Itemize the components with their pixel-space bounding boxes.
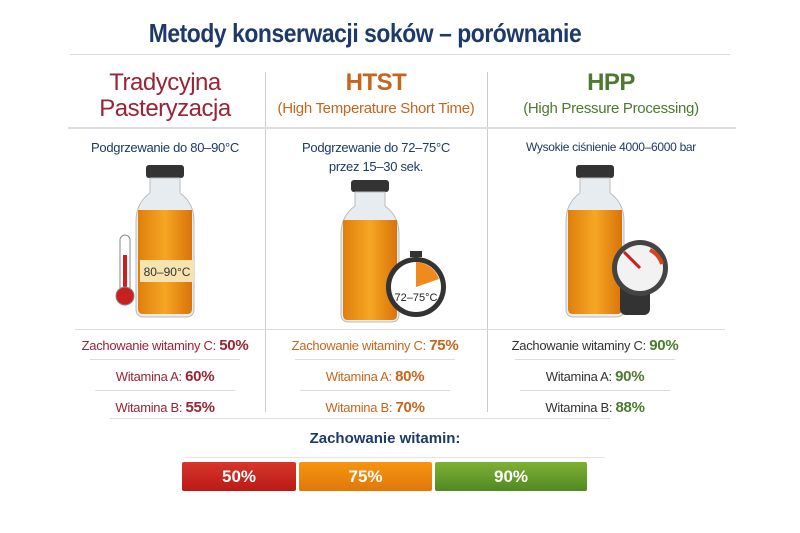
thermometer-icon: [115, 234, 135, 306]
row-divider: [90, 359, 240, 360]
row-divider: [520, 390, 670, 391]
row-divider: [295, 359, 455, 360]
vitamin-c-row: Zachowanie witaminy C: 90%: [495, 337, 695, 354]
summary-bar-traditional: 50%: [182, 462, 296, 491]
bottle-label: 80–90°C: [144, 265, 191, 279]
vitamin-label: Zachowanie witaminy C:: [511, 338, 647, 353]
desc-line: przez 15–30 sek.: [328, 159, 424, 174]
desc-line: Podgrzewanie do 72–75°C: [302, 140, 450, 155]
vitamin-label: Witamina A:: [545, 369, 612, 384]
bottle-label: 72–75°C: [395, 292, 438, 304]
vitamin-label: Witamina B:: [545, 400, 613, 415]
juice-bottle-traditional: 80–90°C: [115, 165, 195, 318]
vitamin-b-row: Witamina B: 88%: [495, 399, 695, 416]
vitamin-value: 75%: [429, 337, 459, 354]
section-divider: [110, 418, 610, 419]
vitamin-value: 55%: [185, 399, 215, 416]
summary-bar-htst: 75%: [299, 462, 432, 491]
vitamin-label: Zachowanie witaminy C:: [81, 338, 217, 353]
method-desc: Podgrzewanie do 80–90°C: [91, 140, 239, 155]
vitamin-value: 90%: [649, 337, 679, 354]
vitamin-value: 50%: [219, 337, 249, 354]
vitamin-a-row: Witamina A: 90%: [495, 368, 695, 385]
method-subtitle: (High Pressure Processing): [523, 100, 699, 117]
vitamin-label: Witamina B:: [325, 400, 393, 415]
row-divider: [95, 390, 235, 391]
row-divider: [300, 390, 450, 391]
divider: [70, 54, 730, 55]
method-desc: Podgrzewanie do 72–75°C przez 15–30 sek.: [265, 138, 487, 176]
method-name: HTST: [345, 69, 407, 96]
vitamins-htst: Zachowanie witaminy C: 75% Witamina A: 8…: [275, 337, 475, 416]
pressure-gauge-icon: [612, 240, 668, 315]
vitamin-b-row: Witamina B: 70%: [275, 399, 475, 416]
stopwatch-icon: [386, 251, 446, 317]
section-divider: [75, 329, 725, 330]
column-divider: [487, 72, 488, 412]
header-divider: [68, 127, 736, 129]
method-hpp-header: HPP (High Pressure Processing): [487, 69, 735, 118]
vitamins-hpp: Zachowanie witaminy C: 90% Witamina A: 9…: [495, 337, 695, 416]
vitamin-c-row: Zachowanie witaminy C: 50%: [70, 337, 260, 354]
vitamin-label: Witamina B:: [115, 400, 183, 415]
method-subtitle: (High Temperature Short Time): [277, 100, 475, 117]
vitamin-a-row: Witamina A: 60%: [70, 368, 260, 385]
vitamin-value: 70%: [395, 399, 425, 416]
vitamin-b-row: Witamina B: 55%: [70, 399, 260, 416]
method-name: Tradycyjna Pasteryzacja: [99, 69, 231, 122]
column-divider: [265, 72, 266, 412]
divider: [185, 457, 605, 458]
vitamins-traditional: Zachowanie witaminy C: 50% Witamina A: 6…: [70, 337, 260, 416]
vitamin-label: Witamina A:: [325, 369, 392, 384]
page-title: Metody konserwacji soków – porównanie: [148, 18, 582, 48]
vitamin-label: Zachowanie witaminy C:: [291, 338, 427, 353]
method-name: HPP: [587, 69, 635, 96]
vitamin-label: Witamina A:: [115, 369, 182, 384]
vitamin-value: 90%: [615, 368, 645, 385]
juice-bottle-hpp: [565, 165, 668, 318]
vitamin-value: 60%: [185, 368, 215, 385]
vitamin-value: 88%: [615, 399, 645, 416]
method-desc: Wysokie ciśnienie 4000–6000 bar: [525, 140, 697, 154]
summary-title: Zachowanie witamin:: [309, 430, 461, 447]
method-htst-header: HTST (High Temperature Short Time): [265, 69, 487, 118]
vitamin-a-row: Witamina A: 80%: [275, 368, 475, 385]
method-traditional-header: Tradycyjna Pasteryzacja: [65, 70, 265, 122]
juice-bottle-htst: 72–75°C: [340, 180, 446, 323]
vitamin-value: 80%: [395, 368, 425, 385]
summary-bar-hpp: 90%: [435, 462, 587, 491]
row-divider: [515, 359, 675, 360]
vitamin-c-row: Zachowanie witaminy C: 75%: [275, 337, 475, 354]
